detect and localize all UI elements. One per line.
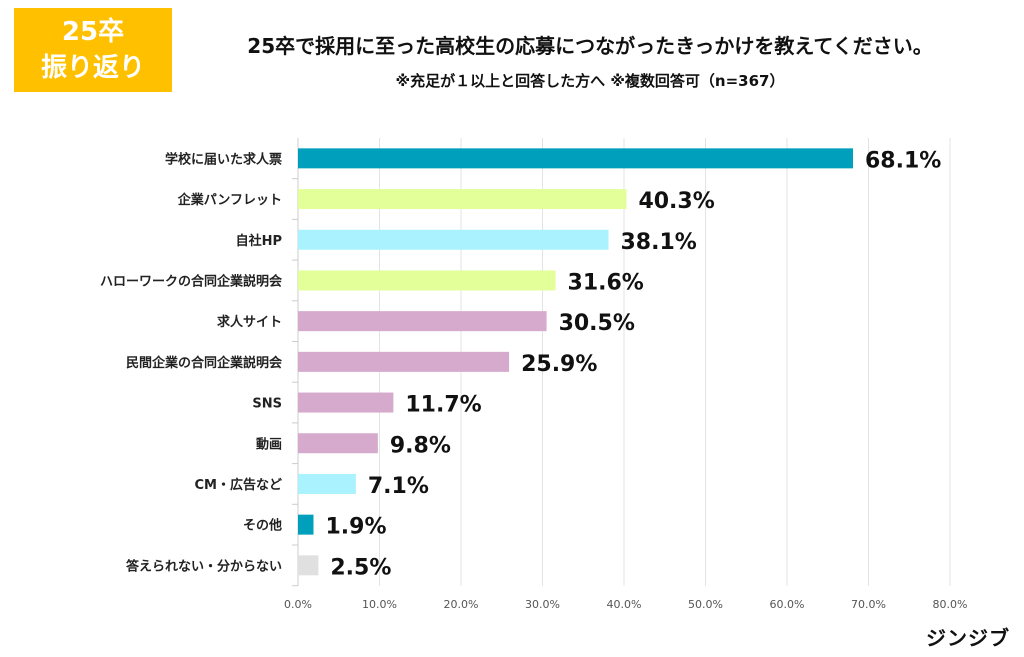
category-label: 答えられない・分からない xyxy=(126,558,282,574)
category-label: 民間企業の合同企業説明会 xyxy=(126,355,283,371)
bar xyxy=(298,189,627,210)
x-tick-label: 30.0% xyxy=(525,598,560,611)
data-label: 38.1% xyxy=(621,230,697,255)
bar xyxy=(298,270,556,291)
bar xyxy=(298,473,356,494)
data-label: 11.7% xyxy=(405,393,481,418)
category-label: 学校に届いた求人票 xyxy=(165,151,282,167)
bar xyxy=(298,555,319,576)
bar xyxy=(298,392,394,413)
x-tick-label: 40.0% xyxy=(607,598,642,611)
data-label: 9.8% xyxy=(390,433,451,458)
chart-subtitle: ※充足が１以上と回答した方へ ※複数回答可（n=367） xyxy=(395,72,785,90)
x-tick-label: 20.0% xyxy=(444,598,479,611)
badge-line1: 25卒 xyxy=(61,17,125,47)
category-label: SNS xyxy=(252,397,282,412)
category-label: ハローワークの合同企業説明会 xyxy=(100,273,283,289)
bar xyxy=(298,311,547,332)
data-label: 1.9% xyxy=(325,515,386,540)
bar xyxy=(298,148,854,169)
data-label: 7.1% xyxy=(368,474,429,499)
bar xyxy=(298,433,378,454)
company-logo: ジンジブ xyxy=(926,626,1010,650)
data-label: 31.6% xyxy=(568,270,644,295)
x-tick-label: 70.0% xyxy=(851,598,886,611)
x-tick-label: 50.0% xyxy=(688,598,723,611)
bar xyxy=(298,229,609,250)
x-tick-label: 60.0% xyxy=(770,598,805,611)
category-label: 企業パンフレット xyxy=(177,192,282,208)
data-label: 30.5% xyxy=(559,311,635,336)
chart-title: 25卒で採用に至った高校生の応募につながったきっかけを教えてください。 xyxy=(247,34,933,58)
category-label: 自社HP xyxy=(236,233,282,249)
retrospective-badge: 25卒 振り返り xyxy=(14,8,172,92)
bar xyxy=(298,351,510,372)
data-label: 68.1% xyxy=(865,148,941,173)
x-tick-label: 0.0% xyxy=(284,598,312,611)
x-tick-label: 80.0% xyxy=(933,598,968,611)
data-label: 40.3% xyxy=(638,189,714,214)
data-label: 25.9% xyxy=(521,352,597,377)
bar xyxy=(298,514,314,535)
category-label: CM・広告など xyxy=(195,477,282,493)
x-tick-label: 10.0% xyxy=(362,598,397,611)
category-label: 求人サイト xyxy=(217,314,282,330)
data-label: 2.5% xyxy=(330,555,391,580)
category-label: その他 xyxy=(243,518,282,534)
badge-line2: 振り返り xyxy=(40,53,145,83)
category-label: 動画 xyxy=(256,436,282,452)
